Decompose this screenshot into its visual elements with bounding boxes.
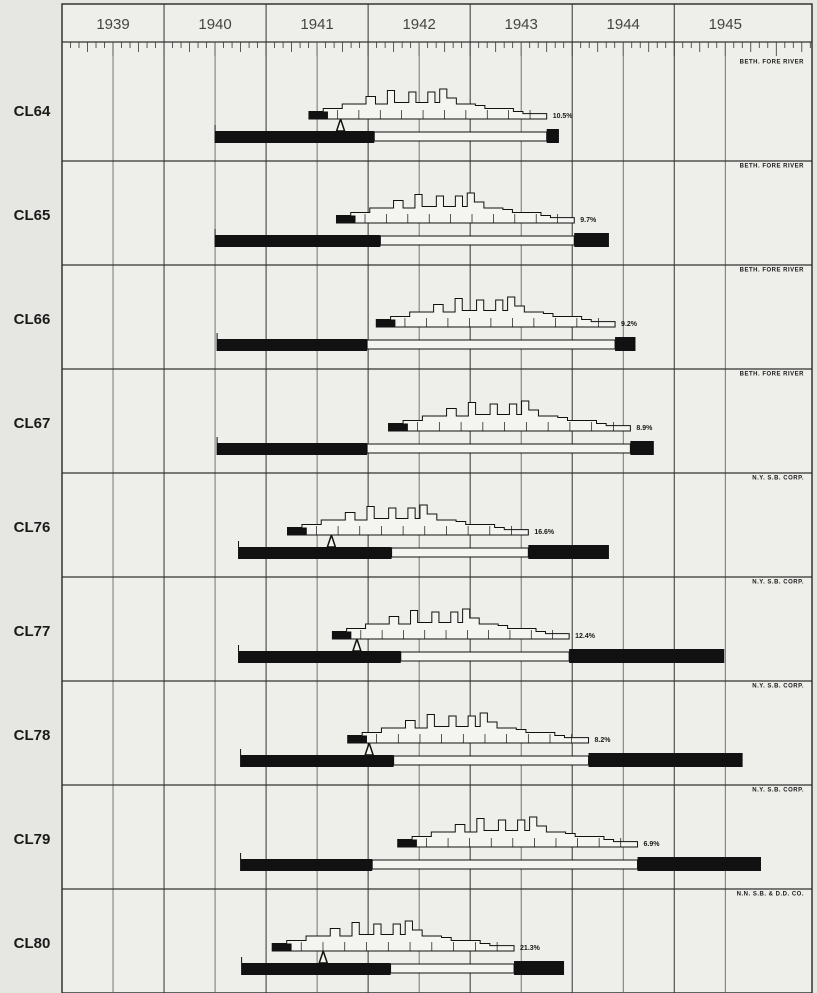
- pre-construction-bar: [242, 963, 391, 975]
- pre-construction-bar: [215, 131, 374, 143]
- fitting-out-bar: [574, 233, 609, 247]
- construction-bar: [372, 860, 637, 869]
- fitting-out-bar: [569, 649, 724, 663]
- percent-label: 9.7%: [580, 217, 597, 224]
- construction-bar: [374, 132, 546, 141]
- pre-construction-bar: [239, 651, 401, 663]
- year-label: 1940: [198, 16, 231, 33]
- year-label: 1945: [709, 16, 742, 33]
- percent-label: 8.2%: [595, 737, 612, 744]
- ship-name: CL78: [14, 727, 51, 744]
- year-label: 1944: [607, 16, 640, 33]
- year-label: 1939: [96, 16, 129, 33]
- builder: N.Y. S.B. CORP.: [752, 788, 804, 794]
- construction-chart: 1939 1940 1941 1942 1943 1944 1945 CL64 BETH. FO…: [0, 0, 817, 993]
- year-label: 1943: [504, 16, 537, 33]
- ship-name: CL66: [14, 311, 51, 328]
- hull-block: [332, 632, 351, 640]
- construction-bar: [391, 964, 514, 973]
- fitting-out-bar: [589, 753, 743, 767]
- hull-block: [398, 840, 417, 848]
- construction-bar: [367, 340, 615, 349]
- percent-label: 12.4%: [575, 633, 596, 640]
- pre-construction-bar: [217, 339, 367, 351]
- percent-label: 6.9%: [644, 841, 661, 848]
- hull-block: [309, 112, 328, 120]
- builder: BETH. FORE RIVER: [740, 164, 805, 170]
- construction-bar: [394, 756, 589, 765]
- builder: N.Y. S.B. CORP.: [752, 684, 804, 690]
- percent-label: 16.6%: [534, 529, 555, 536]
- construction-bar: [401, 652, 569, 661]
- hull-block: [336, 216, 355, 224]
- pre-construction-bar: [215, 235, 380, 247]
- fitting-out-bar: [630, 441, 653, 455]
- construction-bar: [392, 548, 529, 557]
- builder: N.Y. S.B. CORP.: [752, 476, 804, 482]
- builder: N.N. S.B. & D.D. CO.: [737, 892, 804, 898]
- hull-block: [376, 320, 395, 328]
- pre-construction-bar: [239, 547, 392, 559]
- hull-block: [348, 736, 367, 744]
- fitting-out-bar: [547, 129, 559, 143]
- builder: N.Y. S.B. CORP.: [752, 580, 804, 586]
- construction-bar: [367, 444, 630, 453]
- ship-name: CL76: [14, 519, 51, 536]
- pre-construction-bar: [217, 443, 367, 455]
- builder: BETH. FORE RIVER: [740, 60, 805, 66]
- ship-name: CL77: [14, 623, 51, 640]
- builder: BETH. FORE RIVER: [740, 372, 805, 378]
- year-label: 1941: [300, 16, 333, 33]
- ship-name: CL79: [14, 831, 51, 848]
- pre-construction-bar: [241, 859, 373, 871]
- ship-name: CL65: [14, 207, 51, 224]
- percent-label: 9.2%: [621, 321, 638, 328]
- year-label: 1942: [402, 16, 435, 33]
- percent-label: 10.5%: [553, 113, 574, 120]
- construction-bar: [380, 236, 574, 245]
- fitting-out-bar: [514, 961, 564, 975]
- ship-name: CL67: [14, 415, 51, 432]
- percent-label: 21.3%: [520, 945, 541, 952]
- fitting-out-bar: [615, 337, 635, 351]
- percent-label: 8.9%: [636, 425, 653, 432]
- hull-block: [389, 424, 408, 432]
- builder: BETH. FORE RIVER: [740, 268, 805, 274]
- hull-block: [272, 944, 291, 952]
- hull-block: [288, 528, 307, 536]
- ship-name: CL64: [14, 103, 51, 120]
- pre-construction-bar: [241, 755, 394, 767]
- ship-name: CL80: [14, 935, 51, 952]
- fitting-out-bar: [528, 545, 609, 559]
- fitting-out-bar: [638, 857, 761, 871]
